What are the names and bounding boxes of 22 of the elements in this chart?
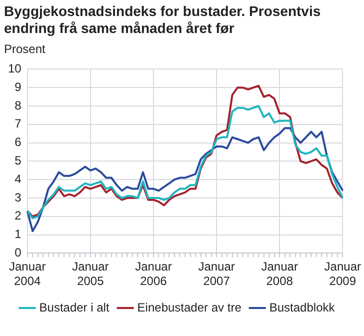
- y-tick-label: 5: [14, 154, 22, 168]
- chart-title: Byggjekostnadsindeks for bustader. Prosentvis endring frå same månaden året før: [3, 2, 322, 37]
- y-tick-label: 7: [14, 116, 22, 131]
- x-tick-label: Januar 2004: [8, 260, 46, 288]
- x-tick-label: Januar 2008: [261, 260, 298, 288]
- y-tick-label: 0: [14, 246, 22, 260]
- y-tick-label: 9: [14, 80, 22, 94]
- y-tick-label: 6: [14, 135, 22, 150]
- y-tick-label: 3: [14, 190, 22, 204]
- y-tick-label: 1: [14, 227, 22, 242]
- y-tick-label: 10: [8, 62, 22, 76]
- legend-label: Einebustader av tre: [137, 300, 242, 314]
- legend-label: Bustadblokk: [269, 300, 336, 314]
- x-tick-label: Januar 2009: [324, 260, 362, 288]
- x-tick-label: Januar 2006: [135, 260, 172, 288]
- y-tick-label: 4: [14, 172, 22, 186]
- legend-label: Bustader i alt: [39, 300, 110, 314]
- x-tick-label: Januar 2007: [198, 260, 235, 288]
- y-axis-title: Prosent: [3, 41, 46, 56]
- y-tick-label: 8: [14, 98, 22, 112]
- y-tick-label: 2: [14, 208, 22, 223]
- x-tick-label: Januar 2005: [72, 260, 109, 288]
